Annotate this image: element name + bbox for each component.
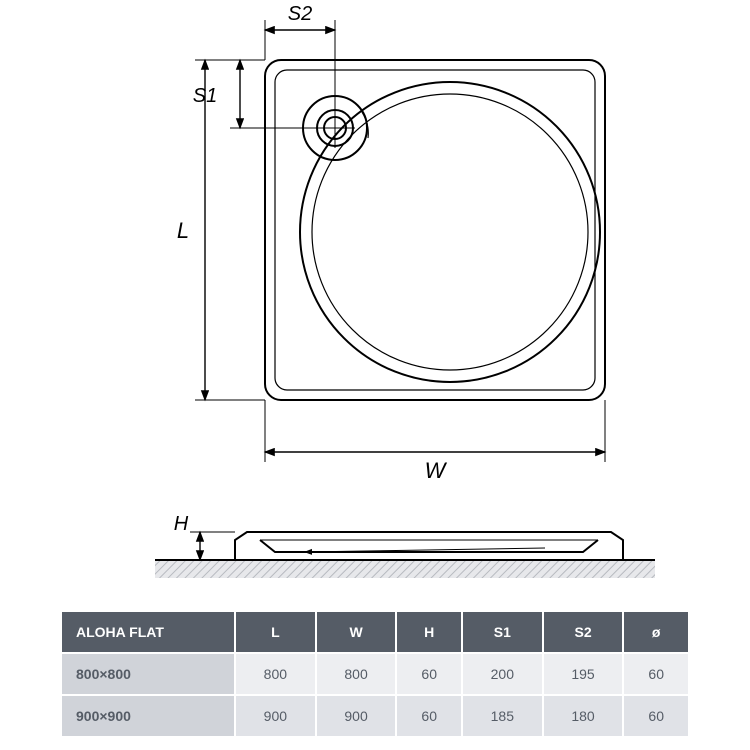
table-header-row: ALOHA FLAT L W H S1 S2 ø xyxy=(61,611,689,653)
technical-drawing: L W S1 S2 xyxy=(75,0,675,600)
col-title: ALOHA FLAT xyxy=(61,611,235,653)
label-S2: S2 xyxy=(288,3,312,25)
table-row: 800×800 800 800 60 200 195 60 xyxy=(61,653,689,695)
label-L: L xyxy=(177,218,189,243)
model-cell: 900×900 xyxy=(61,695,235,737)
model-cell: 800×800 xyxy=(61,653,235,695)
col-W: W xyxy=(316,611,397,653)
label-H: H xyxy=(174,513,189,535)
label-S1: S1 xyxy=(193,85,217,107)
col-H: H xyxy=(396,611,462,653)
label-W: W xyxy=(425,458,448,483)
top-view xyxy=(265,60,605,400)
col-L: L xyxy=(235,611,316,653)
col-diam: ø xyxy=(623,611,689,653)
col-S2: S2 xyxy=(543,611,624,653)
col-S1: S1 xyxy=(462,611,543,653)
table-row: 900×900 900 900 60 185 180 60 xyxy=(61,695,689,737)
side-view: H xyxy=(155,513,655,578)
spec-table: ALOHA FLAT L W H S1 S2 ø 800×800 800 800… xyxy=(60,610,690,738)
